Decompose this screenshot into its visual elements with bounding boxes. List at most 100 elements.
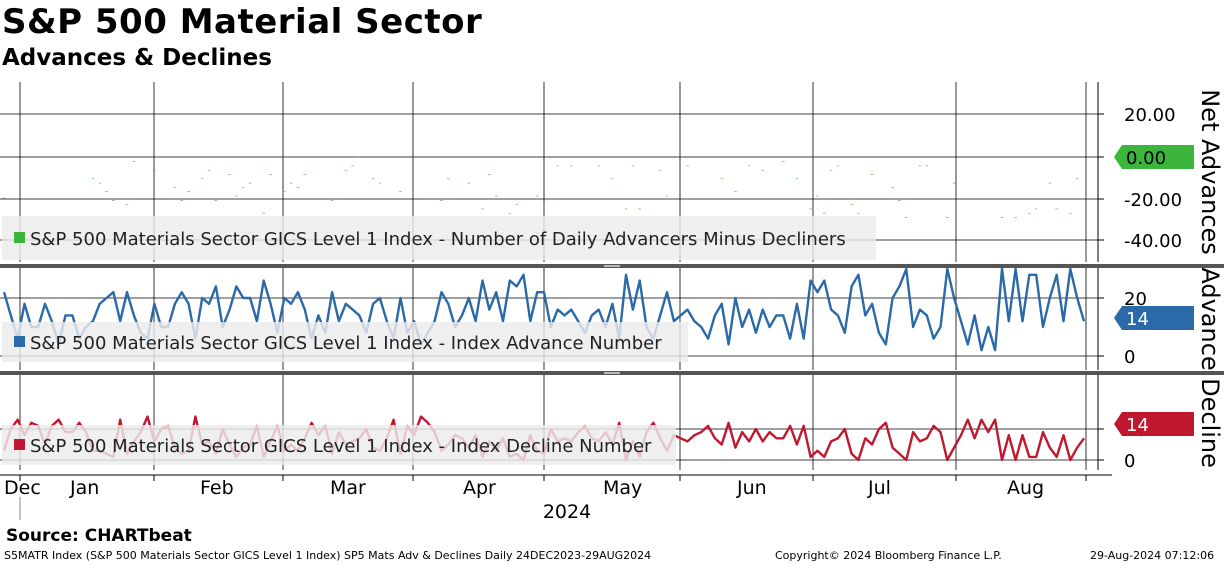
net-advance-bar <box>433 157 436 158</box>
net-advance-bar <box>84 157 88 158</box>
net-advance-bar <box>508 212 512 214</box>
net-advance-bar <box>221 157 225 158</box>
net-advance-bar <box>112 200 115 201</box>
net-advance-bar <box>529 157 532 158</box>
net-advance-bar <box>255 157 259 158</box>
net-advance-bar <box>364 157 368 158</box>
net-advance-bar <box>501 157 505 158</box>
legend-swatch <box>14 439 25 450</box>
net-advance-bar <box>713 157 717 158</box>
net-advance-bar <box>952 182 956 184</box>
net-advance-bar <box>358 157 361 158</box>
net-advance-bar <box>754 157 758 158</box>
net-advance-bar <box>30 157 33 158</box>
net-advance-bar <box>1048 182 1052 184</box>
net-advance-bar <box>795 178 799 180</box>
net-advance-bar <box>36 157 40 158</box>
net-advance-bar <box>1055 208 1058 210</box>
net-advance-bar <box>987 157 990 158</box>
legend-label: S&P 500 Materials Sector GICS Level 1 In… <box>30 229 846 250</box>
last-value-tag <box>1114 145 1194 169</box>
net-advance-bar <box>665 195 669 197</box>
net-advance-bar <box>788 157 792 158</box>
net-advance-bar <box>310 157 313 158</box>
net-advance-bar <box>153 169 156 171</box>
net-advance-bar <box>467 182 471 184</box>
x-tick-label: Feb <box>200 477 234 499</box>
legend-box <box>2 322 688 362</box>
chart-subtitle: Advances & Declines <box>2 45 272 71</box>
net-advance-bar <box>904 217 908 218</box>
net-advance-bar <box>658 169 662 171</box>
net-advance-bar <box>775 157 778 158</box>
footer-copyright: Copyright© 2024 Bloomberg Finance L.P. <box>775 549 1002 562</box>
net-advance-bar <box>98 182 101 184</box>
net-advance-bar <box>419 157 423 158</box>
net-advance-bar <box>481 208 484 210</box>
net-advance-bar <box>939 157 942 158</box>
net-advance-bar <box>583 157 587 158</box>
net-advance-bar <box>187 191 190 192</box>
net-advance-bar <box>1082 157 1086 158</box>
net-advance-bar <box>64 157 67 158</box>
net-advance-bar <box>693 157 696 158</box>
x-tick-label: May <box>603 477 642 499</box>
x-tick-label: Jun <box>736 477 767 499</box>
net-advance-bar <box>973 157 976 158</box>
net-advance-bar <box>344 169 348 171</box>
net-advance-bar <box>829 169 833 171</box>
net-advance-bar <box>337 157 341 158</box>
net-advance-bar <box>426 157 430 158</box>
net-advance-bar <box>966 157 970 158</box>
last-value-label: 0.00 <box>1126 148 1166 169</box>
net-advance-bar <box>809 208 812 210</box>
y-tick-label: 0 <box>1124 347 1135 368</box>
net-advance-bar <box>911 157 915 158</box>
net-advance-bar <box>686 165 689 167</box>
net-advance-bar <box>330 200 334 201</box>
net-advance-bar <box>200 178 204 180</box>
net-advance-bar <box>474 157 477 158</box>
net-advance-bar <box>781 161 785 162</box>
y-tick-label: -40.00 <box>1124 231 1182 252</box>
net-advance-bar <box>166 157 170 158</box>
net-advance-bar <box>159 157 163 158</box>
net-advance-bar <box>405 157 409 158</box>
net-advance-bar <box>1021 157 1024 158</box>
panel-title: Decline <box>1196 378 1224 468</box>
chart-title: S&P 500 Material Sector <box>2 2 483 42</box>
net-advance-bar <box>672 157 676 158</box>
net-advance-bar <box>932 157 935 158</box>
net-advance-bar <box>50 157 54 158</box>
net-advance-bar <box>1069 212 1072 214</box>
net-advance-bar <box>235 195 238 197</box>
net-advance-bar <box>549 157 553 158</box>
net-advance-bar <box>207 169 211 171</box>
net-advance-bar <box>118 157 122 158</box>
last-value-tag <box>1114 306 1194 330</box>
net-advance-bar <box>132 161 136 162</box>
net-advance-bar <box>857 212 860 214</box>
net-advance-bar <box>768 157 771 158</box>
net-advance-bar <box>139 157 143 158</box>
y-tick-label: 0 <box>1124 451 1135 472</box>
last-value-label: 14 <box>1126 309 1149 330</box>
x-tick-label: Jan <box>69 477 99 499</box>
net-advance-bar <box>303 174 307 175</box>
net-advance-bar <box>891 187 894 188</box>
legend-label: S&P 500 Materials Sector GICS Level 1 In… <box>30 436 652 457</box>
net-advance-bar <box>699 157 703 158</box>
net-advance-bar <box>870 174 874 175</box>
source-label: Source: CHARTbeat <box>6 526 192 546</box>
footer-description: S5MATR Index (S&P 500 Materials Sector G… <box>4 549 652 562</box>
net-advance-bar <box>146 157 149 158</box>
x-year-label: 2024 <box>543 501 591 520</box>
x-tick-label: Apr <box>463 477 496 499</box>
panel-title: Advance <box>1196 267 1224 370</box>
net-advance-bar <box>556 165 559 167</box>
net-advance-bar <box>248 182 252 184</box>
net-advance-bar <box>850 204 853 205</box>
net-advance-bar <box>993 157 997 158</box>
net-advance-bar <box>440 200 443 201</box>
net-advance-bar <box>898 200 901 201</box>
